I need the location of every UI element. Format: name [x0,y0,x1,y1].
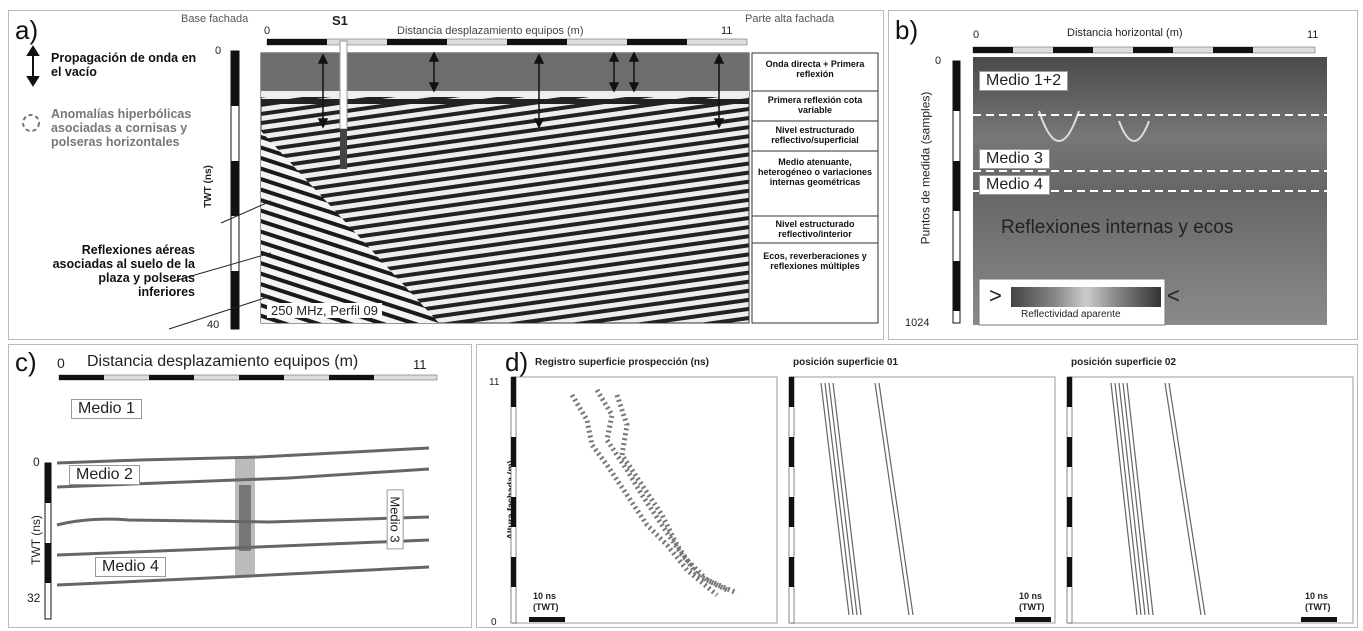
b-y-title: Puntos de medida (samples) [918,91,933,245]
c-medio1: Medio 1 [71,399,142,419]
panel-d-graphics [510,376,1354,624]
interp-1: Onda directa + Primera reflexión [765,59,865,79]
b-scale-right: < [1167,283,1180,308]
c-axis-title: Distancia desplazamiento equipos (m) [87,353,359,370]
interp-2: Primera reflexión cota variable [767,95,863,115]
b-axis-title: Distancia horizontal (m) [1067,27,1183,39]
b-axis-start: 0 [973,29,980,41]
b-medio3: Medio 3 [979,149,1050,169]
c-medio2: Medio 2 [69,465,140,485]
legend-propagation: Propagación de onda en el vacío [51,51,197,79]
b-medio12: Medio 1+2 [979,71,1069,91]
panel-a: a) Base fachada Parte alta fachada S1 0 … [8,10,884,340]
interp-3: Nivel estructurado reflectivo/superficia… [771,125,859,145]
legend-reflections: Reflexiones aéreas asociadas al suelo de… [52,243,195,299]
c-axis-start: 0 [57,355,65,371]
d-scale-3-unit: (TWT) [1305,602,1331,612]
b-axis-end: 11 [1307,29,1319,41]
d-title-1: Registro superficie prospección (ns) [535,357,709,368]
c-medio3: Medio 3 [386,489,404,550]
panel-a-letter: a) [15,15,39,45]
interp-4: Medio atenuante, heterogéneo o variacion… [757,157,873,187]
panel-b-graphics [952,46,1327,326]
b-y-top: 0 [935,55,942,67]
panel-a-graphics [22,38,879,330]
c-medio4: Medio 4 [95,557,166,577]
d-scale-1: 10 ns [533,591,557,601]
c-y-top: 0 [33,455,40,469]
axis-title: Distancia desplazamiento equipos (m) [397,25,584,37]
panel-d-letter: d) [505,347,529,377]
b-scale-caption: Reflectividad aparente [1021,309,1121,320]
axis-end: 11 [721,25,733,37]
c-y-title: TWT (ns) [28,515,43,565]
panel-b-letter: b) [895,15,919,45]
b-medio4: Medio 4 [979,175,1050,195]
profile-caption: 250 MHz, Perfil 09 [267,303,382,318]
interp-6: Ecos, reverberaciones y reflexiones múlt… [763,251,867,271]
d-title-2: posición superficie 01 [793,357,899,368]
d-y-top: 11 [489,377,500,388]
d-y-bottom: 0 [491,617,497,628]
panel-b: b) Distancia horizontal (m) 0 11 Puntos [888,10,1358,340]
b-scale-left: > [989,283,1002,308]
b-reflexiones: Reflexiones internas y ecos [1001,217,1234,238]
d-scale-3: 10 ns [1305,591,1329,601]
y-bottom: 40 [207,319,220,331]
d-scale-2-unit: (TWT) [1019,602,1045,612]
interp-5: Nivel estructurado reflectivo/interior [775,219,855,239]
y-top: 0 [215,45,222,57]
c-y-bottom: 32 [27,591,41,605]
panel-c: c) 0 Distancia desplazamiento equipos (m… [8,344,472,628]
legend-anomalies: Anomalías hiperbólicas asociadas a corni… [51,107,192,149]
s1-label: S1 [332,13,348,28]
d-scale-1-unit: (TWT) [533,602,559,612]
d-title-3: posición superficie 02 [1071,357,1177,368]
panel-d: d) Registro superficie prospección (ns) … [476,344,1358,628]
d-scale-2: 10 ns [1019,591,1043,601]
top-label: Parte alta fachada [745,13,835,25]
panel-c-letter: c) [15,347,37,377]
axis-start: 0 [264,25,271,37]
b-y-bottom: 1024 [905,317,930,329]
c-axis-end: 11 [413,357,427,372]
base-label: Base fachada [181,13,249,25]
panel-c-graphics [44,374,438,620]
y-title: TWT (ns) [202,165,214,208]
